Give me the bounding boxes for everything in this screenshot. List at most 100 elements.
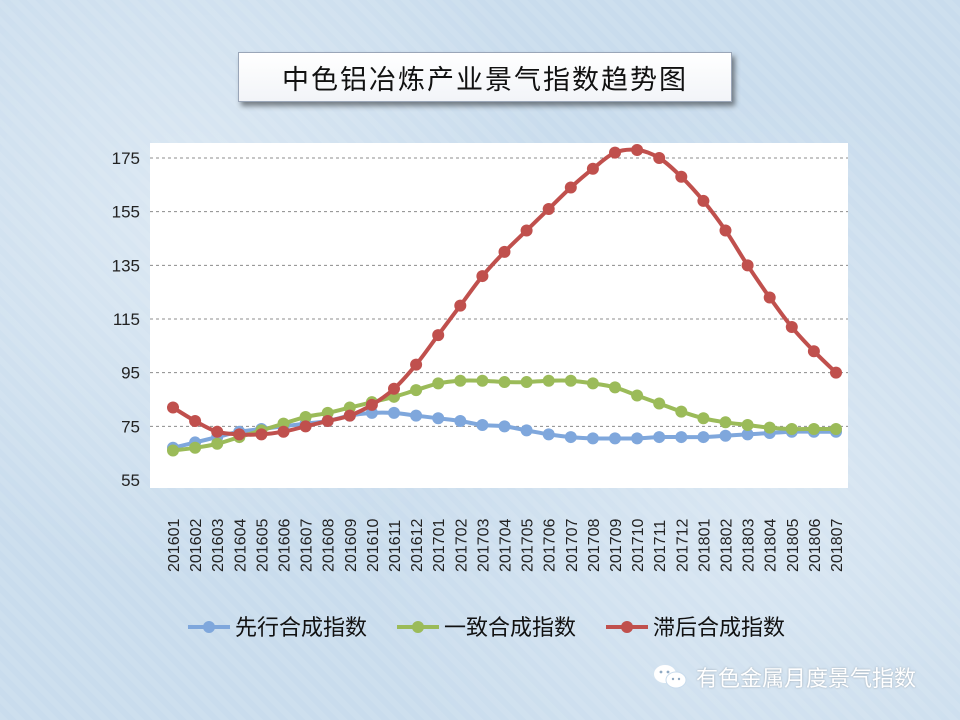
y-tick-label: 175 bbox=[112, 149, 140, 168]
series-point bbox=[365, 398, 378, 411]
x-tick-label: 201609 bbox=[343, 519, 360, 572]
series-point bbox=[830, 366, 842, 379]
series-point bbox=[454, 374, 467, 387]
series-point bbox=[675, 431, 688, 444]
x-tick-label: 201711 bbox=[652, 520, 669, 572]
series-point bbox=[586, 432, 599, 445]
x-tick-label: 201803 bbox=[741, 519, 758, 572]
series-point bbox=[211, 437, 224, 450]
x-tick-label: 201706 bbox=[542, 519, 559, 572]
series-point bbox=[498, 376, 511, 389]
series-point bbox=[476, 270, 489, 283]
series-point bbox=[653, 397, 666, 410]
x-tick-label: 201610 bbox=[365, 519, 382, 572]
series-point bbox=[299, 410, 312, 423]
series-point bbox=[785, 321, 798, 334]
series-point bbox=[719, 224, 732, 237]
x-tick-label: 201606 bbox=[277, 519, 294, 572]
legend-label: 一致合成指数 bbox=[444, 616, 576, 641]
series-point bbox=[388, 382, 400, 395]
y-tick-label: 75 bbox=[121, 417, 140, 436]
series-point bbox=[653, 431, 666, 444]
y-tick-label: 95 bbox=[121, 364, 140, 383]
x-tick-label: 201602 bbox=[188, 519, 205, 572]
series-point bbox=[189, 441, 202, 454]
series-point bbox=[807, 345, 820, 358]
x-tick-label: 201607 bbox=[299, 519, 316, 572]
series-point bbox=[542, 202, 555, 215]
x-tick-label: 201611 bbox=[387, 520, 404, 572]
series-point bbox=[763, 421, 776, 434]
watermark: 有色金属月度景气指数 bbox=[652, 660, 916, 694]
series-point bbox=[653, 152, 666, 164]
series-point bbox=[609, 381, 621, 394]
x-tick-label: 201710 bbox=[630, 519, 647, 572]
series-point bbox=[410, 384, 423, 397]
x-tick-label: 201703 bbox=[475, 519, 492, 572]
series-point bbox=[586, 377, 599, 390]
x-tick-label: 201708 bbox=[586, 519, 603, 572]
series-point bbox=[343, 409, 356, 422]
series-point bbox=[520, 424, 533, 437]
series-point bbox=[741, 418, 754, 431]
legend-label: 滞后合成指数 bbox=[653, 616, 785, 641]
x-tick-label: 201807 bbox=[829, 519, 846, 572]
x-tick-label: 201601 bbox=[166, 519, 183, 572]
series-point bbox=[498, 420, 511, 433]
series-point bbox=[675, 405, 688, 418]
chart-title-box: 中色铝冶炼产业景气指数趋势图 bbox=[238, 52, 732, 102]
y-tick-label: 55 bbox=[121, 471, 140, 490]
series-point bbox=[432, 329, 445, 342]
series-point bbox=[631, 389, 644, 402]
series-point bbox=[542, 374, 555, 387]
series-point bbox=[609, 432, 621, 445]
series-point bbox=[830, 423, 842, 436]
series-point bbox=[432, 377, 445, 390]
x-tick-label: 201709 bbox=[608, 519, 625, 572]
x-tick-label: 201806 bbox=[807, 519, 824, 572]
series-point bbox=[410, 358, 423, 371]
series-point bbox=[697, 431, 710, 444]
legend-marker bbox=[203, 621, 215, 633]
chart-title: 中色铝冶炼产业景气指数趋势图 bbox=[282, 64, 688, 96]
series-point bbox=[167, 444, 179, 457]
y-tick-label: 155 bbox=[112, 203, 140, 222]
series-point bbox=[564, 181, 577, 194]
series-point bbox=[167, 401, 179, 414]
series-point bbox=[785, 423, 798, 436]
series-point bbox=[586, 162, 599, 175]
series-point bbox=[741, 259, 754, 272]
series-point bbox=[763, 291, 776, 304]
series-point bbox=[476, 418, 489, 431]
series-point bbox=[388, 406, 400, 419]
series-point bbox=[741, 428, 754, 441]
series-point bbox=[520, 376, 533, 389]
x-tick-label: 201702 bbox=[453, 519, 470, 572]
x-tick-label: 201612 bbox=[409, 519, 426, 572]
y-tick-label: 115 bbox=[113, 310, 140, 329]
watermark-text: 有色金属月度景气指数 bbox=[696, 667, 917, 692]
series-point bbox=[189, 414, 202, 427]
series-point bbox=[697, 412, 710, 425]
x-tick-label: 201805 bbox=[785, 519, 802, 572]
x-tick-label: 201603 bbox=[210, 519, 227, 572]
series-point bbox=[675, 170, 688, 183]
series-point bbox=[719, 416, 732, 429]
x-tick-label: 201605 bbox=[254, 519, 271, 572]
x-tick-label: 201712 bbox=[674, 519, 691, 572]
series-point bbox=[609, 146, 621, 159]
series-point bbox=[299, 420, 312, 433]
series-point bbox=[564, 431, 577, 444]
series-point bbox=[321, 414, 334, 427]
series-point bbox=[255, 428, 268, 441]
legend-marker bbox=[412, 621, 424, 633]
series-point bbox=[697, 194, 710, 207]
series-point bbox=[432, 412, 445, 425]
series-point bbox=[542, 428, 555, 441]
series-point bbox=[211, 425, 224, 438]
legend-label: 先行合成指数 bbox=[235, 616, 367, 641]
series-point bbox=[631, 432, 644, 445]
series-point bbox=[498, 245, 511, 258]
series-point bbox=[454, 299, 467, 312]
